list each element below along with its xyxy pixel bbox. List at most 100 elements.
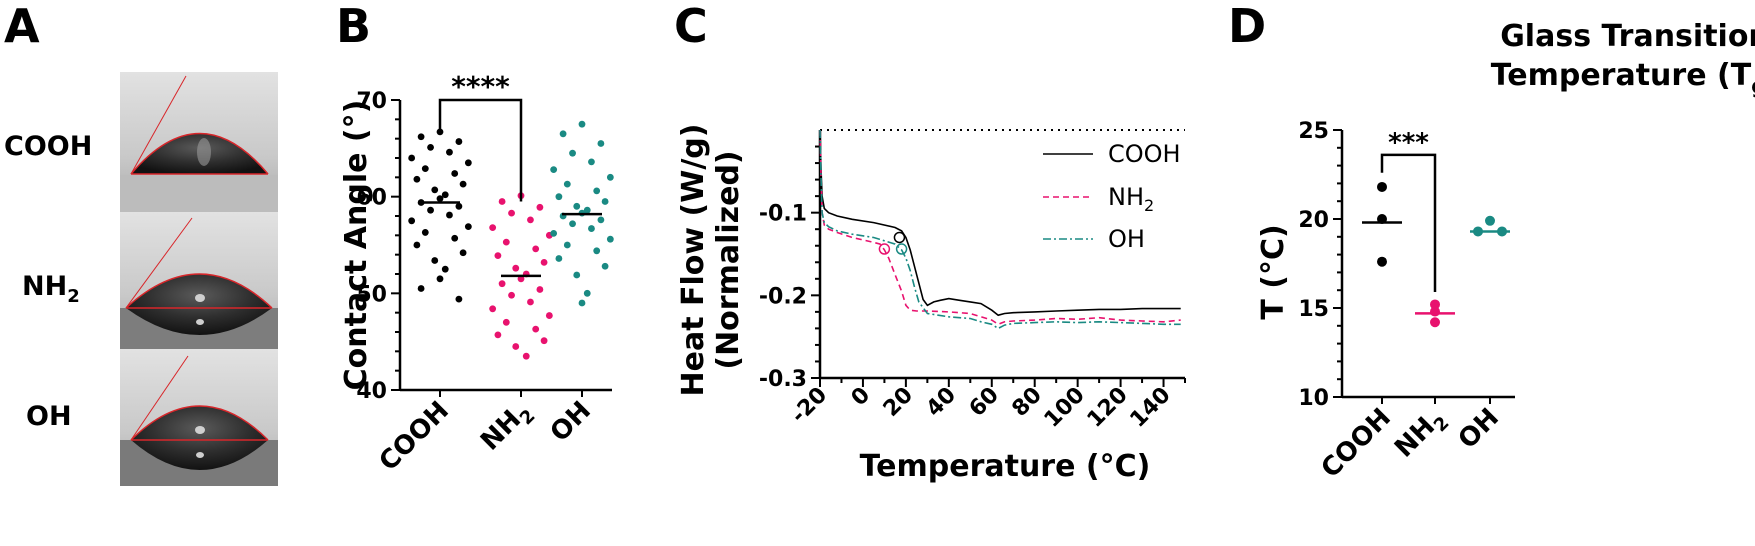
panel-a-letter: A xyxy=(4,0,40,53)
panel-c-x-tick-label: 120 xyxy=(1083,383,1133,433)
panel-c-legend-label-oh: OH xyxy=(1108,225,1145,253)
panel-b-points: **** xyxy=(408,70,614,360)
panel-d-y-tick-label: 25 xyxy=(1298,119,1329,144)
panel-b-point-nh2 xyxy=(502,318,510,326)
panel-b-point-cooh xyxy=(408,154,416,162)
panel-b-point-cooh xyxy=(417,133,425,141)
panel-d-point-nh2 xyxy=(1430,299,1440,310)
panel-d-point-cooh xyxy=(1377,181,1387,192)
panel-d-significance-bracket xyxy=(1380,153,1437,292)
panel-c-y-axis-title: Heat Flow (W/g) xyxy=(676,124,711,397)
panel-b-y-axis-title: Contact Angle (°) xyxy=(339,100,374,391)
panel-b-x-tick-label-nh2: NH2 xyxy=(475,396,539,460)
panel-b-point-nh2 xyxy=(494,331,502,339)
panel-c-legend-label-cooh: COOH xyxy=(1108,140,1181,168)
panel-b-point-nh2 xyxy=(512,264,520,272)
panel-b-point-cooh xyxy=(455,138,463,145)
panel-c-y-axis-title-line2: (Normalized) xyxy=(711,150,746,369)
panel-b-point-nh2 xyxy=(536,286,544,293)
panel-b-point-oh xyxy=(601,262,609,270)
panel-d-title-line1: Glass Transition xyxy=(1500,19,1755,54)
panel-b-point-nh2 xyxy=(532,245,540,253)
panel-d-y-tick-label: 20 xyxy=(1298,208,1329,233)
panel-b-point-oh xyxy=(601,198,609,205)
panel-b-point-cooh xyxy=(421,165,429,173)
droplet-shape xyxy=(131,406,268,470)
panel-b-point-nh2 xyxy=(545,312,553,319)
panel-c-tg-marker-cooh xyxy=(893,231,906,244)
panel-b-point-nh2 xyxy=(498,280,506,288)
panel-b-point-nh2 xyxy=(527,216,534,224)
panel-b-axes: 40 50 60 70 COOH NH2 OH xyxy=(356,89,612,477)
panel-b-point-cooh xyxy=(455,202,463,210)
panel-c-x-tick-label: 40 xyxy=(922,383,961,422)
panel-b-point-oh xyxy=(578,299,586,307)
panel-b-point-nh2 xyxy=(532,325,540,333)
panel-b-point-oh xyxy=(550,230,558,237)
panel-c: C Heat Flow (W/g) (Normalized) Temperatu… xyxy=(674,0,1186,484)
droplet-profile-line xyxy=(130,405,269,441)
panel-c-y-tick-label: -0.3 xyxy=(759,367,807,392)
panel-b-point-oh xyxy=(563,241,571,249)
panel-c-x-tick-label: 100 xyxy=(1040,383,1090,433)
panel-c-y-tick-label: -0.1 xyxy=(759,202,807,227)
panel-b-point-cooh xyxy=(446,148,453,156)
panel-b-significance-label: **** xyxy=(451,70,510,103)
panel-b-point-oh xyxy=(597,140,605,147)
tangent-line xyxy=(125,217,193,309)
panel-b-point-oh xyxy=(563,180,571,188)
panel-b-point-cooh xyxy=(427,206,434,214)
panel-b-point-nh2 xyxy=(508,291,515,299)
panel-b-point-oh xyxy=(583,206,591,214)
panel-b-x-tick-label-oh: OH xyxy=(545,396,597,448)
panel-b-point-nh2 xyxy=(508,209,515,217)
panel-b-point-cooh xyxy=(455,295,463,303)
panel-d: D Glass Transition Temperature (Tg) T (°… xyxy=(1228,0,1755,484)
tangent-line xyxy=(130,75,187,175)
panel-b-point-nh2 xyxy=(498,198,506,205)
panel-b-point-oh xyxy=(583,289,591,297)
panel-b-point-nh2 xyxy=(489,224,497,232)
panel-b-point-oh xyxy=(606,235,614,243)
panel-b-point-oh xyxy=(550,166,558,174)
panel-d-title-line2: Temperature (Tg) xyxy=(1491,58,1755,98)
panel-d-x-tick-label-cooh: COOH xyxy=(1316,403,1397,484)
panel-b-point-cooh xyxy=(431,257,439,264)
panel-d-y-axis-title: T (°C) xyxy=(1256,224,1291,319)
panel-b-y-tick-label: 50 xyxy=(356,282,387,307)
panel-b-y-tick-label: 60 xyxy=(356,186,387,211)
panel-d-x-tick-label-nh2: NH2 xyxy=(1389,403,1453,467)
panel-c-legend-label-nh2: NH2 xyxy=(1108,183,1154,215)
panel-b: B Contact Angle (°) 40 50 60 70 COOH NH2 OH **… xyxy=(336,0,614,477)
panel-c-legend: COOH NH2 OH xyxy=(1043,140,1181,253)
panel-b-point-cooh xyxy=(446,211,453,219)
droplet-photo-nh2 xyxy=(120,212,278,349)
panel-b-point-cooh xyxy=(459,180,467,188)
panel-a-row-label-cooh: COOH xyxy=(4,131,92,162)
panel-a-row-label-nh2: NH2 xyxy=(22,271,80,307)
panel-b-x-tick-label-cooh: COOH xyxy=(374,396,455,477)
droplet-photo-cooh xyxy=(120,72,278,212)
panel-d-point-nh2 xyxy=(1430,306,1440,317)
panel-b-letter: B xyxy=(336,0,371,53)
panel-d-significance-label: *** xyxy=(1388,128,1429,158)
panel-b-point-cooh xyxy=(459,249,467,257)
droplet-profile-line xyxy=(125,273,273,309)
panel-d-point-cooh xyxy=(1377,256,1387,267)
panel-c-letter: C xyxy=(674,0,708,53)
panel-a-row-label-oh: OH xyxy=(26,401,72,432)
panel-d-point-oh xyxy=(1485,215,1495,226)
panel-b-point-cooh xyxy=(408,217,416,225)
panel-d-y-tick-label: 10 xyxy=(1298,386,1329,411)
panel-b-point-oh xyxy=(593,247,601,255)
panel-b-point-nh2 xyxy=(522,352,530,360)
panel-b-point-nh2 xyxy=(489,305,497,313)
panel-d-y-tick-label: 15 xyxy=(1298,297,1329,322)
panel-b-point-nh2 xyxy=(494,252,502,260)
panel-b-point-cooh xyxy=(441,265,449,273)
panel-b-point-cooh xyxy=(464,159,472,167)
droplet-profile-line xyxy=(130,132,269,175)
panel-c-tg-marker-oh xyxy=(895,243,908,255)
